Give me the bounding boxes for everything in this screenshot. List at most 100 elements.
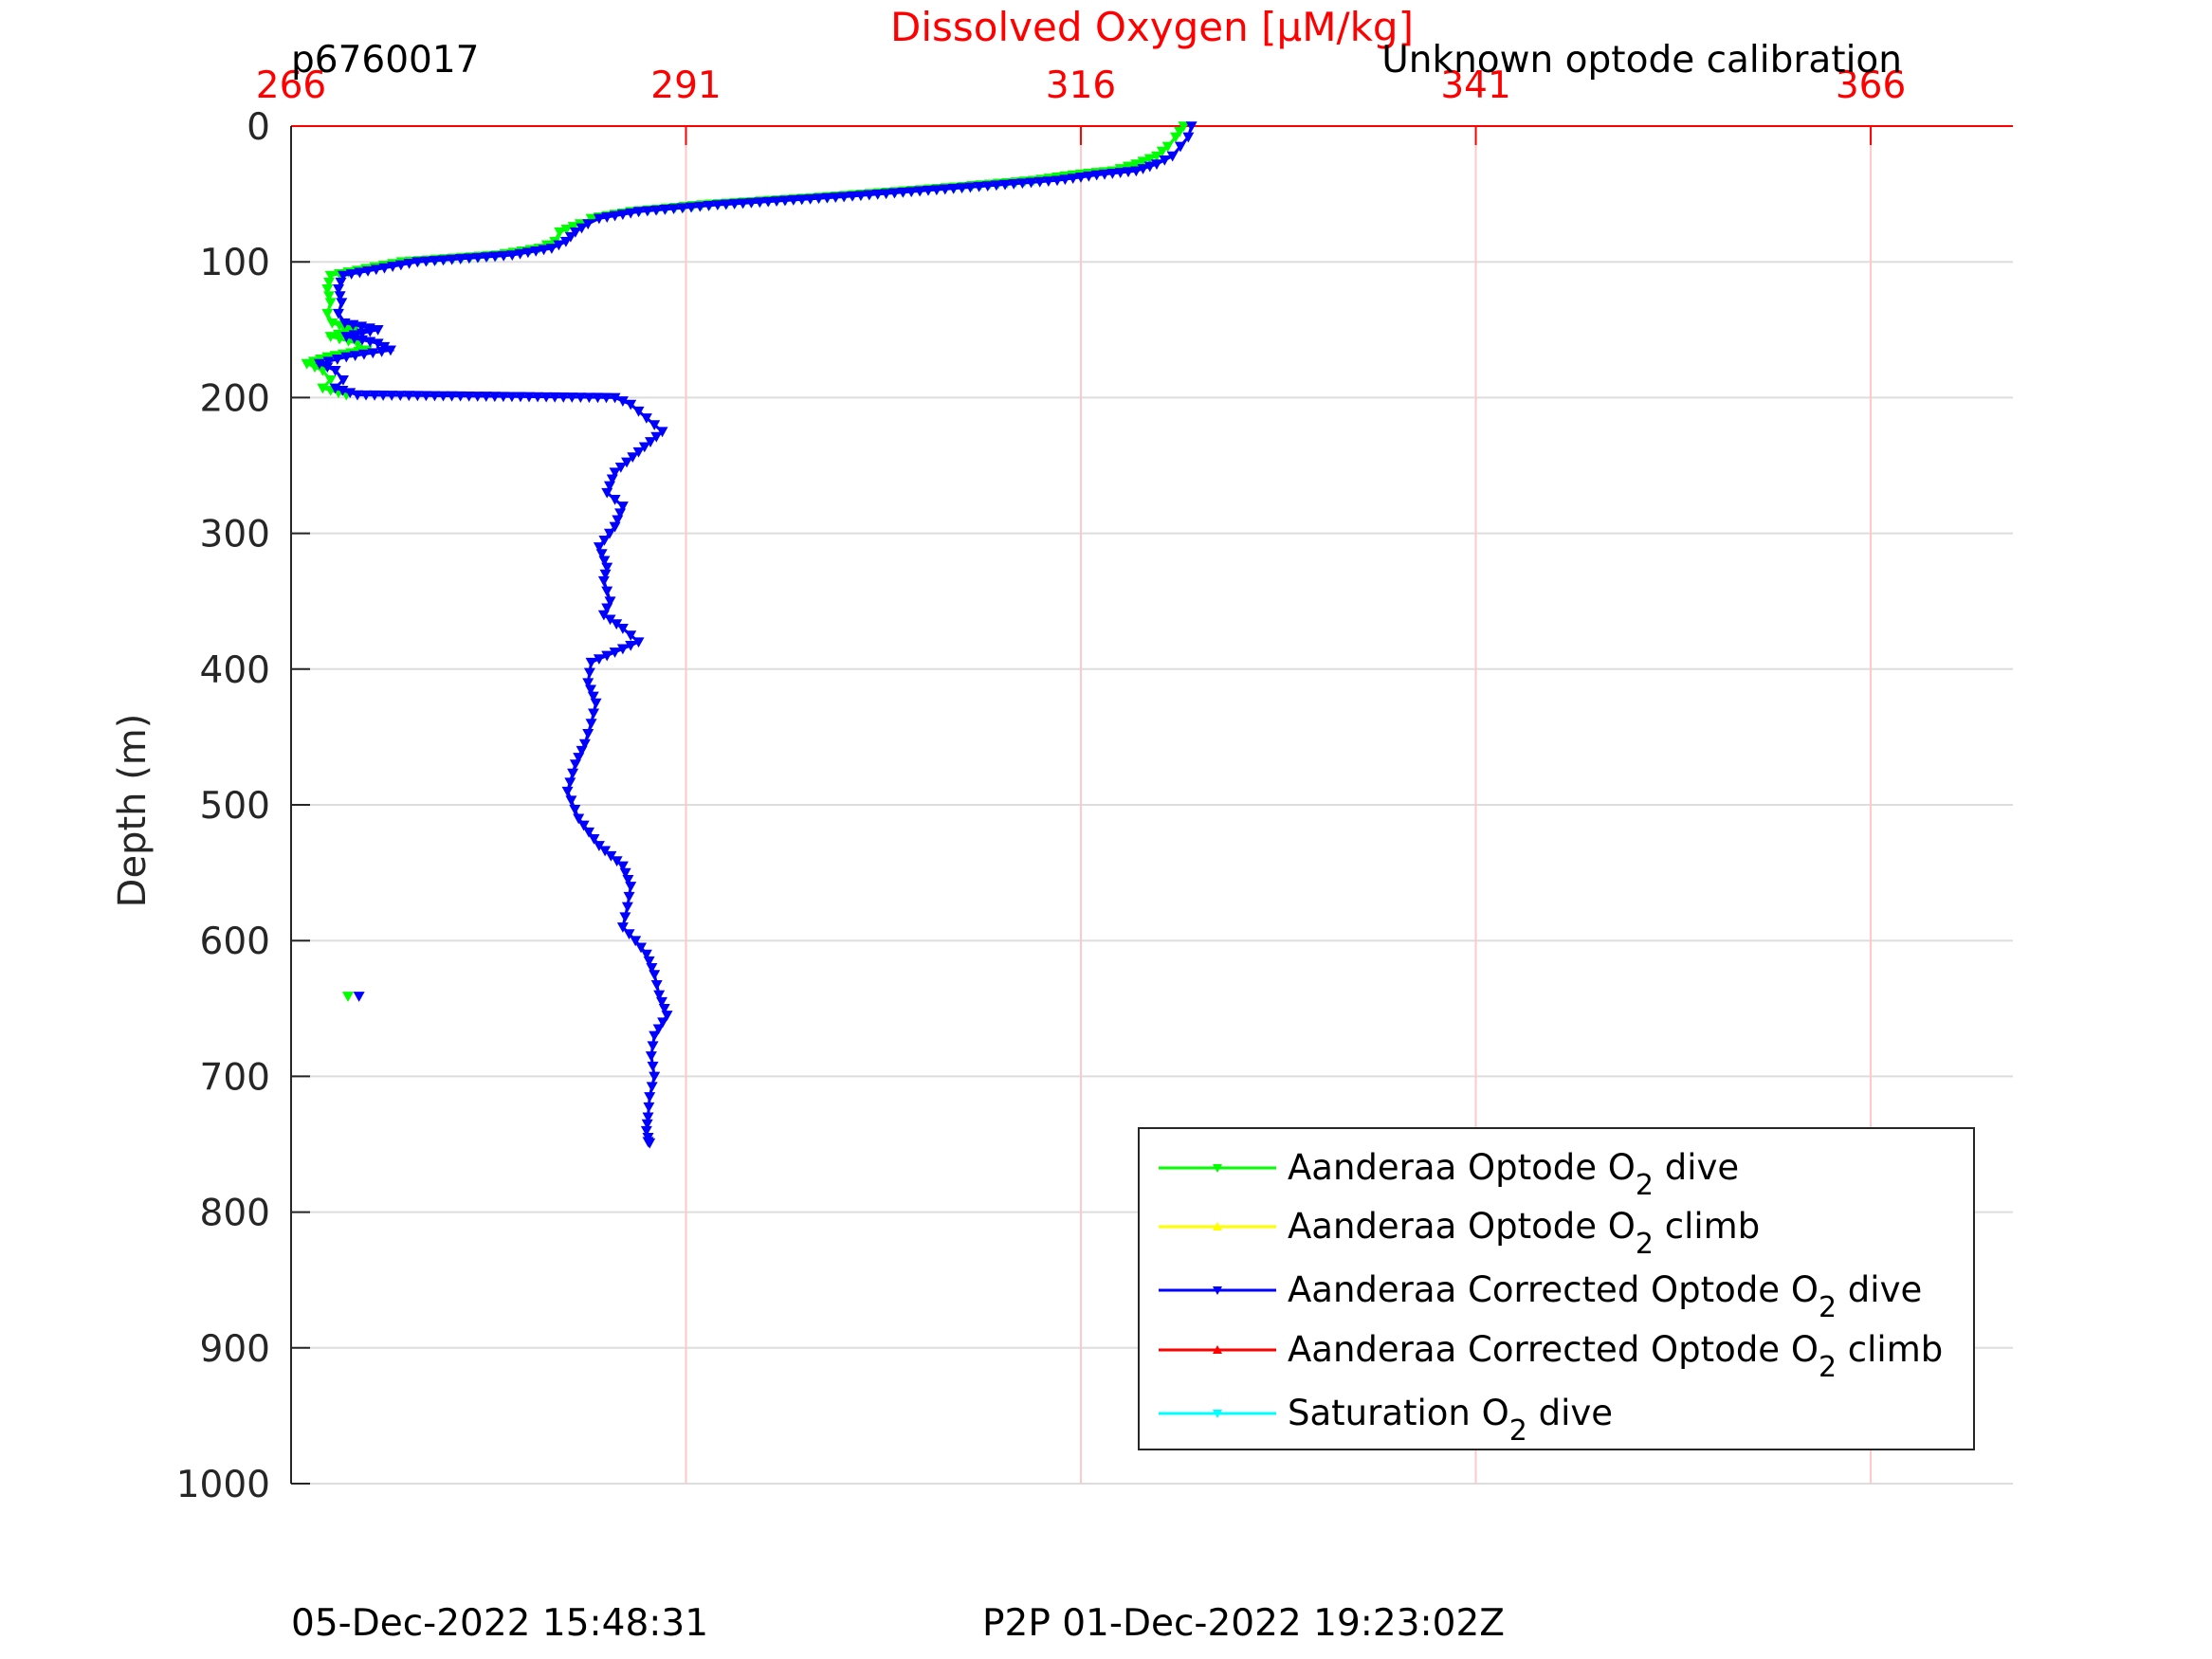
data-point: [471, 392, 484, 402]
data-point: [324, 332, 337, 342]
data-point: [632, 207, 645, 218]
legend-label: Aanderaa Corrected Optode O2 climb: [1288, 1329, 1943, 1384]
data-point: [600, 392, 612, 404]
data-point: [514, 248, 526, 260]
data-point: [616, 396, 629, 407]
data-point: [335, 277, 347, 288]
data-point: [609, 392, 621, 404]
data-point: [560, 225, 573, 235]
data-point: [649, 970, 661, 980]
data-point: [973, 181, 985, 192]
legend-swatch-marker: [1213, 1222, 1222, 1231]
data-point: [609, 467, 621, 479]
data-point: [321, 362, 334, 374]
y-axis-label: Depth (m): [111, 714, 155, 908]
data-point: [345, 269, 357, 280]
data-point: [762, 196, 775, 208]
data-point: [386, 391, 398, 401]
data-point: [597, 575, 610, 587]
data-point: [332, 308, 344, 319]
legend-item: Aanderaa Optode O2 climb: [1159, 1206, 1760, 1261]
y-tick-label: 200: [200, 377, 270, 420]
data-point: [1033, 176, 1046, 188]
data-point: [488, 392, 501, 403]
data-point: [650, 205, 663, 216]
data-point: [375, 346, 388, 357]
data-point: [621, 457, 633, 468]
data-point: [616, 644, 629, 655]
data-point: [372, 338, 384, 350]
data-point: [1174, 126, 1186, 137]
data-point: [578, 738, 591, 750]
data-point: [1016, 178, 1029, 190]
data-point: [599, 569, 612, 580]
data-point: [321, 308, 334, 319]
data-point: [446, 254, 458, 265]
data-point: [357, 349, 370, 360]
data-point: [939, 184, 951, 195]
data-point: [585, 719, 597, 730]
data-point: [863, 190, 875, 201]
data-point: [498, 250, 510, 262]
data-point: [643, 956, 655, 967]
data-point: [897, 187, 909, 198]
data-point: [1083, 171, 1095, 182]
data-point: [686, 202, 698, 213]
data-point: [506, 250, 519, 262]
data-point: [649, 1071, 661, 1083]
data-point: [324, 270, 337, 282]
data-point: [1166, 151, 1179, 162]
data-point: [711, 200, 723, 211]
data-point: [599, 846, 612, 857]
data-point: [771, 196, 783, 208]
data-point: [567, 222, 579, 232]
data-point: [322, 356, 335, 368]
data-point: [616, 922, 629, 933]
data-point: [403, 258, 415, 269]
data-point: [657, 1017, 669, 1029]
data-point: [627, 452, 639, 464]
data-point: [632, 406, 645, 417]
data-point: [354, 267, 366, 279]
data-point: [1090, 170, 1103, 181]
series-layer: [301, 121, 1197, 1149]
data-point: [573, 813, 585, 825]
data-point: [922, 185, 934, 196]
data-point: [338, 318, 351, 329]
data-point: [582, 678, 594, 689]
data-point: [588, 708, 600, 720]
data-point: [601, 487, 613, 499]
data-point: [1114, 168, 1126, 178]
data-point: [332, 284, 344, 295]
data-point: [593, 542, 605, 553]
data-point: [947, 183, 960, 194]
data-point: [463, 391, 475, 402]
data-point: [362, 265, 375, 277]
data-point: [1059, 174, 1071, 186]
data-point: [604, 614, 616, 626]
data-point: [549, 392, 561, 403]
data-point: [625, 882, 637, 892]
data-point: [575, 392, 587, 404]
data-point: [337, 270, 349, 282]
y-tick-label: 600: [200, 921, 270, 963]
data-point: [587, 691, 599, 702]
data-point: [420, 391, 432, 402]
data-point: [658, 1004, 670, 1014]
data-point: [720, 199, 732, 210]
data-point: [585, 657, 597, 668]
data-point: [411, 391, 424, 402]
data-point: [582, 729, 594, 739]
data-point: [592, 392, 604, 404]
data-point: [641, 206, 653, 217]
data-point: [480, 252, 492, 263]
data-point: [349, 351, 361, 362]
data-point: [795, 194, 808, 206]
data-point: [334, 334, 346, 345]
data-point: [429, 256, 441, 266]
data-point: [1051, 175, 1064, 187]
data-point: [661, 1011, 673, 1021]
data-point: [554, 227, 566, 238]
data-point: [582, 219, 594, 230]
isolated-data-point: [341, 992, 354, 1002]
